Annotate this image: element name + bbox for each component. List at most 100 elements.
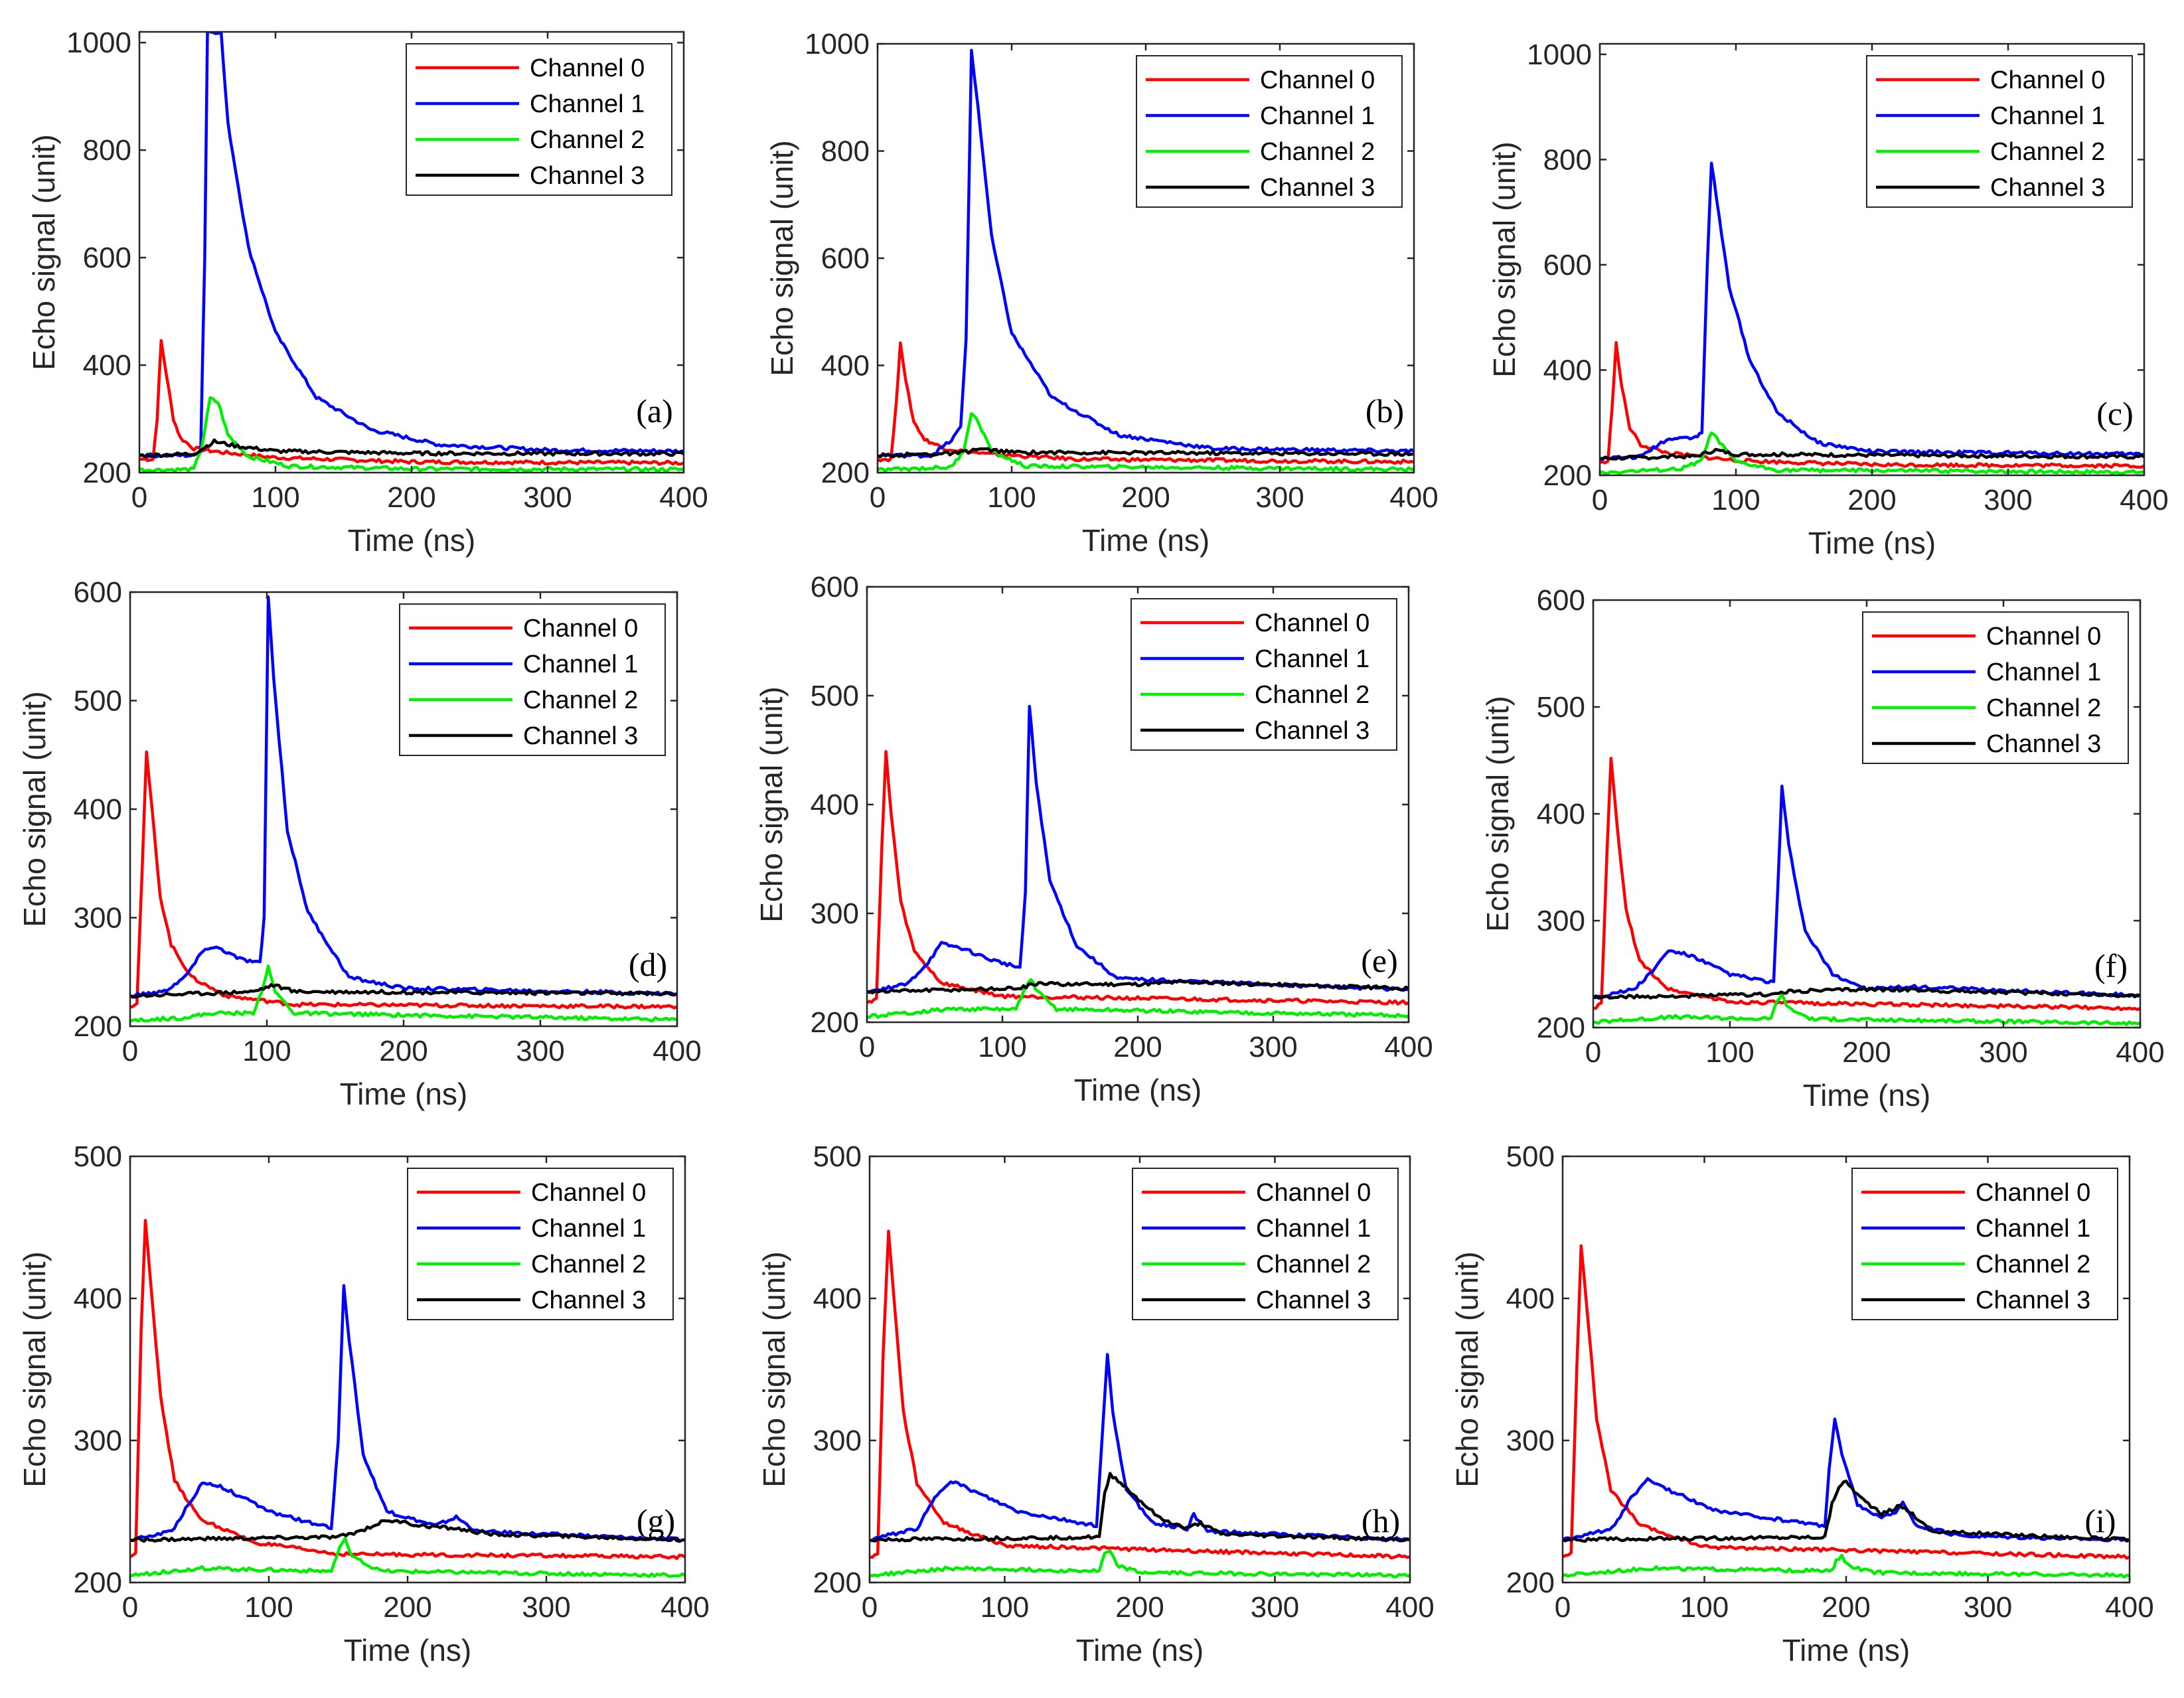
- series-line-channel-0: [1593, 757, 2140, 1012]
- y-tick-label: 500: [74, 1140, 122, 1173]
- series-line-channel-2: [878, 412, 1414, 473]
- x-tick-label: 0: [859, 1031, 875, 1063]
- y-tick-label: 800: [821, 135, 870, 168]
- legend-label: Channel 0: [1986, 623, 2101, 651]
- panel-label: (d): [629, 946, 667, 983]
- y-tick-label: 600: [811, 571, 859, 603]
- legend-label: Channel 1: [530, 90, 645, 118]
- panel-label: (i): [2084, 1502, 2116, 1539]
- y-tick-label: 1000: [1527, 39, 1592, 71]
- y-tick-label: 300: [74, 902, 122, 935]
- legend-label: Channel 1: [531, 1215, 646, 1243]
- y-tick-label: 400: [83, 349, 131, 382]
- legend-label: Channel 0: [523, 615, 638, 643]
- series-line-channel-2: [867, 978, 1409, 1019]
- series-line-channel-3: [870, 1472, 1410, 1543]
- y-tick-label: 200: [813, 1567, 862, 1599]
- panel-label: (h): [1362, 1502, 1400, 1539]
- legend-label: Channel 3: [1256, 1286, 1371, 1314]
- x-tick-label: 0: [122, 1591, 138, 1624]
- x-tick-label: 200: [383, 1591, 431, 1624]
- series-line-channel-1: [1600, 161, 2144, 461]
- legend-label: Channel 1: [1976, 1215, 2090, 1243]
- y-tick-label: 400: [1543, 354, 1592, 386]
- series-line-channel-3: [878, 447, 1414, 459]
- x-tick-label: 100: [251, 481, 299, 514]
- x-tick-label: 400: [2105, 1591, 2153, 1624]
- series-line-channel-1: [878, 48, 1414, 459]
- panel-h: 0 100 200 300 400 200 300 400 500 Time (ns) Echo s…: [757, 1140, 1435, 1667]
- x-tick-label: 200: [1842, 1036, 1891, 1069]
- x-axis-title: Time (ns): [344, 1633, 472, 1667]
- x-tick-label: 100: [980, 1591, 1029, 1624]
- x-axis-title: Time (ns): [1082, 523, 1210, 558]
- legend-label: Channel 2: [523, 686, 638, 714]
- x-axis-title: Time (ns): [348, 523, 476, 558]
- y-tick-label: 400: [1506, 1282, 1555, 1315]
- x-tick-label: 300: [516, 1035, 564, 1067]
- series-line-channel-0: [130, 1219, 685, 1561]
- series-line-channel-2: [130, 1537, 685, 1579]
- x-tick-label: 400: [2120, 484, 2168, 516]
- legend-label: Channel 2: [1256, 1251, 1371, 1278]
- x-tick-label: 0: [1592, 484, 1608, 516]
- x-tick-label: 100: [244, 1591, 293, 1624]
- legend-label: Channel 2: [1976, 1251, 2090, 1278]
- y-tick-label: 800: [83, 134, 131, 167]
- legend-label: Channel 3: [1986, 730, 2101, 758]
- x-tick-label: 0: [870, 481, 886, 514]
- y-tick-label: 300: [1506, 1425, 1555, 1457]
- x-tick-label: 300: [1251, 1591, 1299, 1624]
- legend-label: Channel 0: [1976, 1179, 2090, 1207]
- y-axis-title: Echo signal (unit): [1450, 1251, 1484, 1487]
- x-tick-label: 200: [1822, 1591, 1870, 1624]
- y-tick-label: 500: [811, 680, 859, 712]
- series-line-channel-2: [139, 396, 684, 473]
- panel-f: 0 100 200 300 400 200 300 400 500 600 Time (ns) Ech…: [1480, 584, 2165, 1113]
- legend-label: Channel 0: [531, 1179, 646, 1207]
- legend-label: Channel 0: [1990, 66, 2105, 94]
- y-tick-label: 300: [813, 1425, 862, 1457]
- x-tick-label: 100: [242, 1035, 291, 1067]
- x-tick-label: 200: [387, 481, 435, 514]
- x-tick-label: 400: [659, 481, 708, 514]
- series-line-channel-2: [1563, 1553, 2130, 1579]
- legend-label: Channel 3: [1976, 1286, 2090, 1314]
- y-tick-label: 300: [1537, 905, 1585, 937]
- series-line-channel-3: [139, 438, 684, 459]
- x-tick-label: 400: [653, 1035, 701, 1067]
- legend-label: Channel 2: [1260, 138, 1375, 166]
- y-tick-label: 300: [811, 897, 859, 930]
- x-axis-title: Time (ns): [340, 1077, 468, 1111]
- y-tick-label: 200: [74, 1567, 122, 1599]
- panel-b: 0 100 200 300 400 200 400 600 800 1000 Time (ns) Ec…: [765, 28, 1439, 558]
- x-tick-label: 0: [1555, 1591, 1571, 1624]
- y-tick-label: 1000: [805, 28, 870, 60]
- y-tick-label: 200: [83, 457, 131, 489]
- y-axis-title: Echo signal (unit): [17, 1251, 52, 1487]
- series-line-channel-3: [1600, 447, 2144, 461]
- legend-label: Channel 1: [1256, 1215, 1371, 1243]
- y-tick-label: 200: [811, 1006, 859, 1039]
- y-tick-label: 600: [74, 576, 122, 609]
- legend-label: Channel 2: [1986, 694, 2101, 722]
- x-axis-title: Time (ns): [1782, 1633, 1911, 1667]
- x-tick-label: 400: [1385, 1591, 1434, 1624]
- x-axis-title: Time (ns): [1074, 1073, 1202, 1107]
- x-tick-label: 100: [1705, 1036, 1754, 1069]
- legend-label: Channel 3: [1990, 174, 2105, 202]
- panel-e: 0 100 200 300 400 200 300 400 500 600 Time (ns) Ech…: [754, 571, 1433, 1107]
- x-tick-label: 0: [1585, 1036, 1601, 1069]
- x-tick-label: 200: [379, 1035, 428, 1067]
- panel-label: (g): [637, 1502, 675, 1539]
- x-tick-label: 100: [978, 1031, 1026, 1063]
- legend-label: Channel 1: [1255, 645, 1369, 673]
- y-axis-title: Echo signal (unit): [17, 691, 52, 927]
- x-axis-title: Time (ns): [1076, 1633, 1204, 1667]
- x-tick-label: 200: [1115, 1591, 1164, 1624]
- legend-label: Channel 0: [1260, 66, 1375, 94]
- panel-g: 0 100 200 300 400 200 300 400 500 Time (ns) Echo s…: [17, 1140, 710, 1667]
- series-line-channel-0: [139, 339, 684, 466]
- y-tick-label: 600: [821, 242, 870, 275]
- x-tick-label: 100: [987, 481, 1036, 514]
